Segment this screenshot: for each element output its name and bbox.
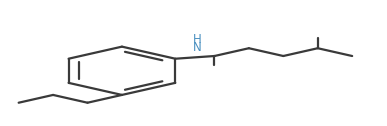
Text: H: H — [192, 34, 201, 46]
Text: N: N — [192, 41, 201, 54]
